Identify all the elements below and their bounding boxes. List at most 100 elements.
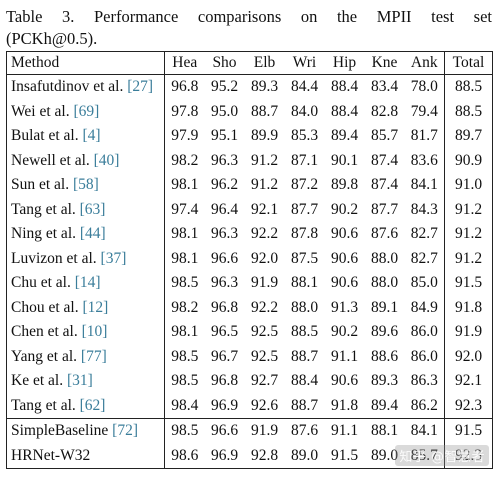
score-cell: 83.4	[370, 78, 399, 96]
header-hip: Hip	[324, 51, 365, 75]
method-name: Tang et al.	[11, 396, 76, 414]
score-cell: 78.0	[410, 78, 438, 96]
citation-link[interactable]: [37]	[100, 249, 127, 267]
citation-link[interactable]: [14]	[74, 274, 101, 292]
score-cell: 87.6	[290, 422, 319, 440]
score-cell: 98.1	[171, 225, 199, 243]
score-cell: 92.2	[250, 225, 279, 243]
score-cell: 96.8	[210, 298, 239, 316]
table-row: Ning et al. [44] 98.1 96.3 92.2 87.8 90.6 87.6…	[6, 222, 493, 247]
total-value-cell: 91.2	[444, 197, 493, 222]
score-cell: 89.3	[250, 78, 279, 96]
score-cell: 88.4	[330, 78, 359, 96]
score-cell: 96.4	[210, 200, 239, 218]
method-name: Yang et al.	[11, 347, 78, 365]
method-cell: Ning et al. [44]	[6, 222, 165, 247]
total-value-cell: 92.3	[444, 443, 493, 469]
method-name: Ning et al.	[11, 225, 76, 243]
citation-link[interactable]: [4]	[82, 127, 101, 145]
score-cell: 85.7	[370, 127, 399, 145]
score-cell: 87.4	[370, 176, 399, 194]
method-cell: Chu et al. [14]	[6, 271, 165, 296]
total-value-cell: 88.5	[444, 99, 493, 124]
citation-link[interactable]: [31]	[66, 372, 93, 390]
score-cell: 96.6	[210, 422, 239, 440]
score-cell: 86.0	[410, 347, 438, 365]
score-cell: 96.9	[204, 443, 245, 469]
citation-link[interactable]: [44]	[79, 225, 106, 243]
score-cell: 87.4	[370, 151, 399, 169]
citation-link[interactable]: [69]	[73, 102, 100, 120]
score-cell: 84.9	[410, 298, 438, 316]
method-cell: Chen et al. [10]	[6, 320, 165, 345]
score-cell: 91.8	[324, 393, 365, 419]
score-cell: 88.7	[250, 102, 279, 120]
method-cell: Tang et al. [62]	[6, 393, 165, 419]
score-cell: 98.1	[171, 176, 199, 194]
citation-link[interactable]: [62]	[79, 396, 106, 414]
method-cell: Insafutdinov et al. [27]	[6, 74, 165, 100]
method-cell: Bulat et al. [4]	[6, 124, 165, 149]
score-cell: 92.2	[250, 298, 279, 316]
caption-line-2: (PCKh@0.5).	[6, 29, 98, 48]
score-cell: 90.2	[330, 200, 359, 218]
score-cell: 92.1	[250, 200, 279, 218]
score-cell: 85.7	[404, 443, 445, 469]
total-value-cell: 88.5	[444, 74, 493, 100]
citation-link[interactable]: [40]	[93, 151, 120, 169]
score-cell: 88.0	[290, 298, 319, 316]
method-cell: Luvizon et al. [37]	[6, 246, 165, 271]
score-cell: 79.4	[410, 102, 438, 120]
table-row: HRNet-W32 98.6 96.9 92.8 89.0 91.5 89.0 85.7 92.…	[6, 443, 493, 469]
score-cell: 96.3	[210, 274, 239, 292]
score-cell: 84.3	[410, 200, 438, 218]
header-sho: Sho	[204, 51, 245, 75]
citation-link[interactable]: [27]	[127, 78, 154, 96]
citation-link[interactable]: [77]	[80, 347, 107, 365]
score-cell: 88.1	[370, 422, 399, 440]
score-cell: 85.0	[410, 274, 438, 292]
score-cell: 92.6	[244, 393, 285, 419]
method-name: Ke et al.	[11, 372, 64, 390]
score-cell: 91.1	[330, 347, 359, 365]
header-ank: Ank	[404, 51, 445, 75]
method-cell: Ke et al. [31]	[6, 369, 165, 394]
score-cell: 88.4	[330, 102, 359, 120]
table-row: Tang et al. [63] 97.4 96.4 92.1 87.7 90.2 87.7…	[6, 197, 493, 222]
score-cell: 90.1	[330, 151, 359, 169]
table-caption-continued: (PCKh@0.5).	[6, 28, 97, 50]
citation-link[interactable]: [72]	[112, 422, 138, 440]
header-elb: Elb	[244, 51, 285, 75]
citation-link[interactable]: [12]	[82, 298, 109, 316]
table-row: Chou et al. [12] 98.2 96.8 92.2 88.0 91.3 89.1…	[6, 295, 493, 320]
score-cell: 89.0	[284, 443, 325, 469]
method-name: Chen et al.	[11, 323, 78, 341]
total-value-cell: 92.1	[444, 369, 493, 394]
score-cell: 95.0	[210, 102, 239, 120]
score-cell: 88.0	[370, 274, 399, 292]
method-name: Insafutdinov et al.	[11, 78, 124, 96]
score-cell: 98.6	[164, 443, 205, 469]
total-value-cell: 91.5	[444, 418, 493, 444]
header-method: Method	[6, 51, 165, 75]
score-cell: 88.0	[370, 249, 399, 267]
citation-link[interactable]: [58]	[73, 176, 99, 194]
score-cell: 87.7	[290, 200, 319, 218]
table-row: Sun et al. [58] 98.1 96.2 91.2 87.2 89.8 87.4 8…	[6, 173, 493, 198]
score-cell: 91.1	[330, 422, 359, 440]
score-cell: 89.6	[370, 323, 399, 341]
score-cell: 87.1	[290, 151, 319, 169]
performance-table: Method Hea Sho Elb Wri Hip Kne Ank Total…	[6, 51, 493, 469]
citation-link[interactable]: [63]	[79, 200, 106, 218]
method-name: HRNet-W32	[11, 446, 91, 464]
score-cell: 91.2	[250, 176, 279, 194]
score-cell: 98.1	[171, 249, 199, 267]
score-cell: 90.6	[330, 274, 359, 292]
score-cell: 91.3	[330, 298, 359, 316]
score-cell: 96.9	[204, 393, 245, 419]
citation-link[interactable]: [10]	[81, 323, 108, 341]
header-row: Method Hea Sho Elb Wri Hip Kne Ank Total	[6, 51, 493, 75]
score-cell: 92.7	[250, 372, 279, 390]
score-cell: 96.7	[210, 347, 239, 365]
score-cell: 84.1	[410, 176, 438, 194]
